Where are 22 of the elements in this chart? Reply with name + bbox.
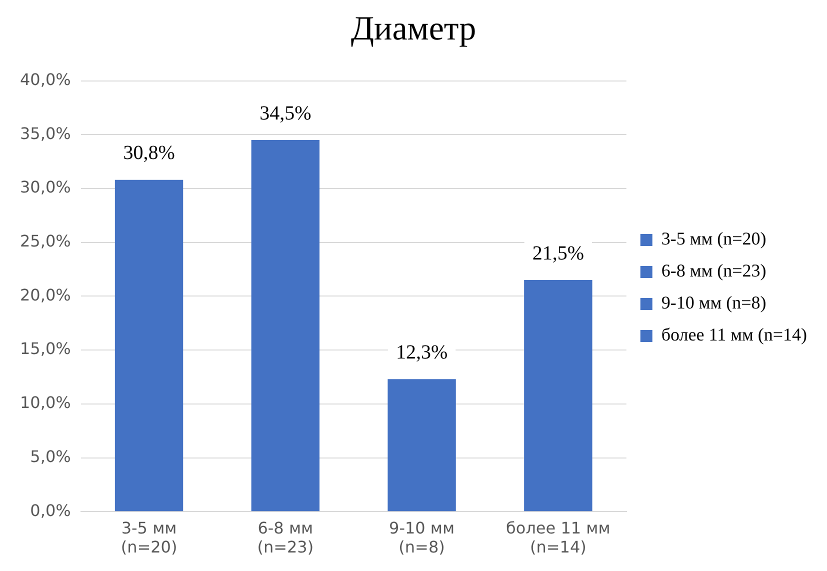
- x-tick-label: более 11 мм (n=14): [506, 518, 610, 557]
- legend-label: 3-5 мм (n=20): [661, 228, 766, 249]
- y-tick-label: 15,0%: [20, 339, 71, 358]
- y-tick-label: 0,0%: [30, 500, 71, 520]
- y-tick-label: 20,0%: [20, 285, 71, 304]
- legend-label: 9-10 мм (n=8): [661, 292, 766, 313]
- x-tick-label: 3-5 мм (n=20): [120, 518, 178, 557]
- data-label: 12,3%: [396, 341, 448, 364]
- y-tick-label: 35,0%: [20, 124, 71, 143]
- y-tick-label: 30,0%: [20, 178, 71, 197]
- x-tick-label: 6-8 мм (n=23): [257, 518, 314, 557]
- y-tick-label: 40,0%: [20, 70, 71, 89]
- legend-label: более 11 мм (n=14): [661, 324, 808, 345]
- data-label: 21,5%: [532, 242, 584, 264]
- data-label: 34,5%: [260, 102, 312, 124]
- y-tick-label: 5,0%: [30, 446, 71, 466]
- chart-title: Диаметр: [350, 10, 476, 48]
- x-tick-label: 9-10 мм (n=8): [389, 518, 455, 557]
- legend-label: 6-8 мм (n=23): [661, 260, 766, 281]
- data-label: 30,8%: [123, 142, 175, 164]
- y-tick-label: 10,0%: [20, 393, 71, 412]
- y-tick-label: 25,0%: [20, 232, 71, 251]
